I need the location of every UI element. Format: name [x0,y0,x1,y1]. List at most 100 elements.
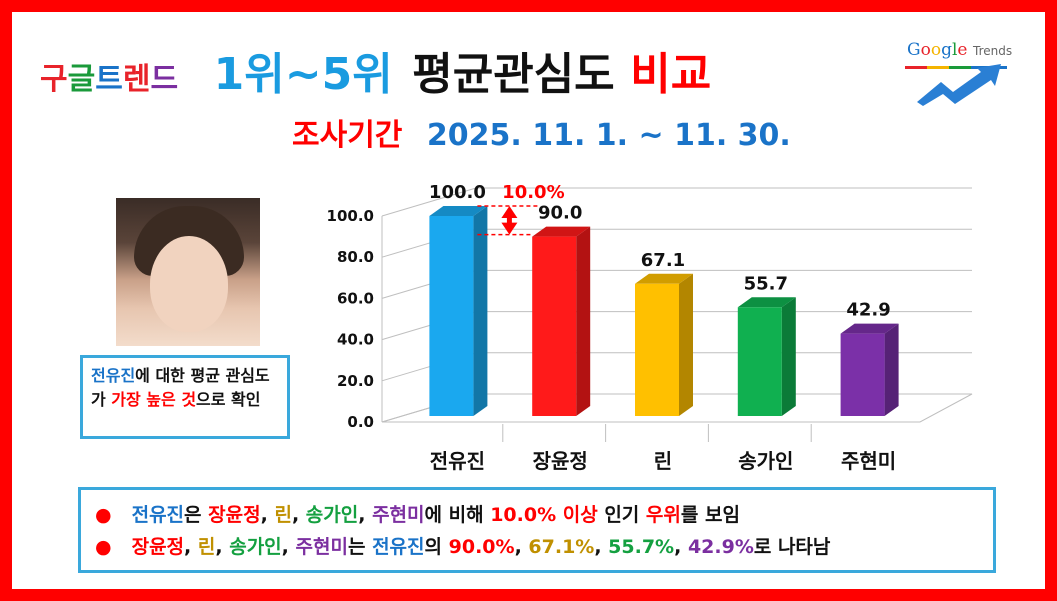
line2-part-0: 장윤정 [131,536,185,558]
category-label-0: 전유진 [430,449,485,473]
line2-part-12: 67.1% [528,536,595,558]
y-tick-label-2: 40.0 [337,331,374,349]
bar-top-3 [737,297,796,308]
period-label: 조사기간 [292,118,403,153]
title-main: 평균관심도 [412,49,615,100]
line1-part-9: 에 비해 [424,504,491,526]
line1-part-6: 송가인 [305,504,359,526]
line1-part-7: , [358,504,373,526]
callout-highlight: 가장 높은 것 [111,390,197,409]
line1-part-1: 은 [184,504,209,526]
callout-text-1: 에 대한 평균 관심도가 [91,366,270,409]
y-tick-label-3: 60.0 [337,289,374,307]
y-tick-label-5: 100.0 [327,207,374,225]
line2-part-17: 로 나타남 [753,536,831,558]
line2-part-10: 90.0% [448,536,515,558]
bar-top-0 [429,206,488,216]
value-label-1: 90.0 [538,203,582,224]
line2-part-2: 린 [197,536,216,558]
y-tick-label-1: 20.0 [337,372,374,390]
brand-char-1: 글 [67,62,96,97]
google-letter-4: l [951,40,958,60]
brand-char-2: 트 [95,62,123,97]
bar-side-2 [679,273,693,416]
value-label-2: 67.1 [641,250,685,271]
bullet-icon: ● [95,504,112,526]
line2-part-16: 42.9% [687,536,754,558]
line2-part-4: 송가인 [229,536,282,558]
google-letter-0: G [907,40,921,60]
callout-text-2: 으로 확인 [196,390,261,409]
brand-char-3: 렌 [122,62,151,97]
summary-box: ● 전유진은 장윤정, 린, 송가인, 주현미에 비해 10.0% 이상 인기 우… [78,487,996,573]
y-tick-label-4: 80.0 [337,248,374,266]
value-label-3: 55.7 [744,273,788,294]
bar-side-4 [884,323,899,416]
line2-part-9: 의 [424,536,449,558]
y-tick-label-0: 0.0 [347,413,374,431]
category-label-2: 린 [654,449,672,473]
line2-part-14: 55.7% [608,536,675,558]
google-trends-logo: Google Trends [903,40,1013,106]
bar-side-3 [781,297,796,416]
category-label-1: 장윤정 [533,449,588,473]
category-label-3: 송가인 [738,449,793,473]
google-wordmark: Google [907,40,967,60]
bar-3 [737,307,782,416]
summary-line-1: ● 전유진은 장윤정, 린, 송가인, 주현미에 비해 10.0% 이상 인기 우… [93,499,981,531]
brand-char-4: 드 [150,62,179,97]
annotation-arrow-up [501,206,518,218]
survey-period: 조사기간 2025. 11. 1. ~ 11. 30. [292,110,791,154]
line1-part-12: 우위 [645,504,681,526]
bar-side-0 [473,206,488,416]
value-label-4: 42.9 [846,300,890,321]
annotation-arrow-down [501,222,518,235]
line1-part-10: 10.0% 이상 [490,504,598,526]
line2-part-5: , [281,536,296,558]
google-trends-brand: 구글트렌드 [40,62,178,97]
category-label-4: 주현미 [841,449,896,473]
line1-part-0: 전유진 [131,504,185,526]
annotation-label: 10.0% [502,182,564,203]
line1-part-5: , [291,504,306,526]
line1-part-11: 인기 [597,504,646,526]
line2-part-1: , [184,536,198,558]
bar-0 [429,216,474,416]
bar-side-1 [576,226,591,416]
period-dates: 2025. 11. 1. ~ 11. 30. [426,118,791,153]
line2-part-13: , [594,536,609,558]
bar-top-2 [635,273,693,284]
line2-part-11: , [514,536,529,558]
line2-part-7: 는 [347,536,373,558]
trend-arrow-icon [905,64,1007,106]
bar-4 [840,333,885,416]
rank-range-label: 1위~5위 [213,49,393,100]
profile-photo [116,198,260,346]
line2-part-15: , [674,536,688,558]
line2-part-6: 주현미 [295,536,348,558]
line2-part-3: , [215,536,230,558]
page-title: 구글트렌드 1위~5위 평균관심도 비교 [40,38,711,102]
face-shape [150,236,228,332]
line1-part-2: 장윤정 [208,504,261,526]
gridline-side-5 [381,187,477,217]
summary-line-2: ● 장윤정, 린, 송가인, 주현미는 전유진의 90.0%, 67.1%, 55… [93,531,981,563]
google-letter-5: e [957,40,968,60]
line1-part-3: , [260,504,275,526]
bar-1 [532,236,577,416]
callout-box: 전유진에 대한 평균 관심도가 가장 높은 것으로 확인 [80,355,290,439]
line1-part-4: 린 [274,504,292,526]
value-label-0: 100.0 [429,182,486,203]
bar-top-4 [840,323,899,334]
line2-part-8: 전유진 [372,536,425,558]
line1-part-13: 를 보임 [680,504,740,526]
google-letter-2: o [930,40,942,60]
bullet-icon: ● [95,536,112,558]
bar-top-1 [532,226,591,237]
google-letter-3: g [941,40,952,60]
trends-wordmark: Trends [973,44,1013,58]
callout-name: 전유진 [91,366,136,385]
title-end: 비교 [630,49,712,100]
google-letter-1: o [920,40,931,60]
line1-part-8: 주현미 [372,504,425,526]
